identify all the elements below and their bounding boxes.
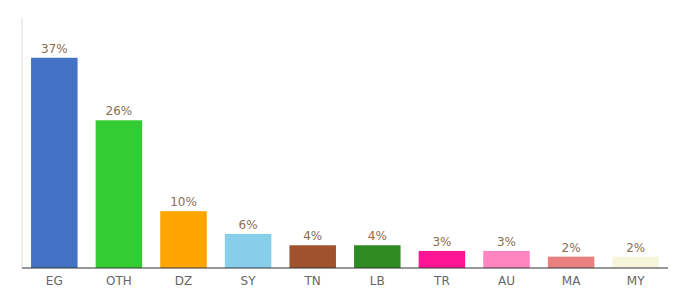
y-axis-line <box>22 18 23 268</box>
chart-container: 37% 26% 10% 6% 4% 4% 3% 3% 2% 2% EG OTH DZ SY TN LB TR AU… <box>0 0 680 300</box>
bar <box>289 245 336 268</box>
x-tick-label: SY <box>241 274 257 288</box>
x-axis-line <box>22 267 668 268</box>
data-label: 6% <box>239 218 258 232</box>
bar <box>96 120 143 268</box>
chart-svg: 37% 26% 10% 6% 4% 4% 3% 3% 2% 2% EG OTH DZ SY TN LB TR AU… <box>0 0 680 300</box>
x-tick-label: MY <box>627 274 645 288</box>
bar <box>160 211 207 268</box>
data-labels: 37% 26% 10% 6% 4% 4% 3% 3% 2% 2% <box>41 42 645 255</box>
data-label: 10% <box>170 195 197 209</box>
x-tick-label: TN <box>304 274 321 288</box>
bars <box>31 58 659 268</box>
x-tick-label: OTH <box>106 274 132 288</box>
x-tick-label: EG <box>46 274 63 288</box>
data-label: 37% <box>41 42 68 56</box>
bar <box>612 257 659 268</box>
data-label: 2% <box>562 241 581 255</box>
x-tick-label: MA <box>562 274 581 288</box>
data-label: 3% <box>497 235 516 249</box>
bar <box>354 245 401 268</box>
bar <box>419 251 466 268</box>
x-tick-label: LB <box>370 274 385 288</box>
x-tick-label: TR <box>433 274 450 288</box>
data-label: 3% <box>432 235 451 249</box>
x-tick-label: DZ <box>175 274 192 288</box>
x-tick-label: AU <box>498 274 515 288</box>
bar <box>483 251 530 268</box>
data-label: 26% <box>106 104 133 118</box>
data-label: 2% <box>626 241 645 255</box>
data-label: 4% <box>303 229 322 243</box>
bar <box>31 58 78 268</box>
bar <box>548 257 595 268</box>
x-tick-labels: EG OTH DZ SY TN LB TR AU MA MY <box>46 274 645 288</box>
data-label: 4% <box>368 229 387 243</box>
bar <box>225 234 272 268</box>
